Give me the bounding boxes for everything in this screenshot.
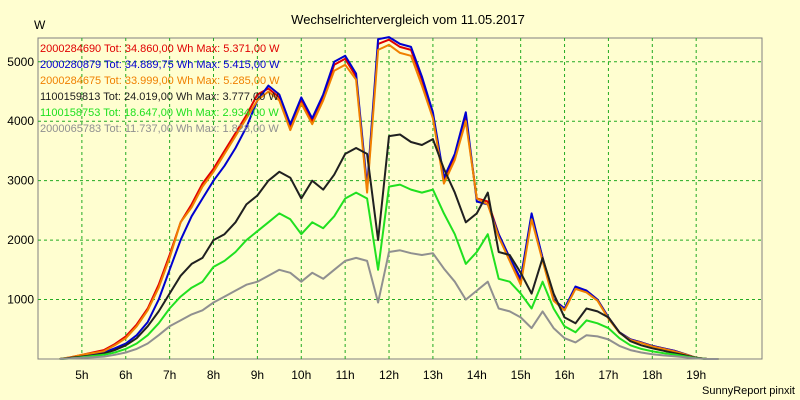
x-tick-label: 8h [207,368,220,382]
plot-border [37,37,763,360]
x-tick-label: 6h [119,368,132,382]
x-axis: 5h 6h 7h 8h 9h 10h 11h 12h 13h 14h 15h 16h 17h 18h 19h [75,368,706,382]
series-line-1100159813 [59,133,719,360]
x-tick-label: 9h [251,368,264,382]
x-tick-label: 16h [555,368,575,382]
x-tick-label: 5h [75,368,88,382]
x-tick-label: 7h [163,368,176,382]
legend: 2000284690 Tot: 34.860,00 Wh Max: 5.371,… [40,43,280,135]
y-tick-label: 5000 [7,55,34,69]
x-tick-label: 19h [686,368,706,382]
y-tick-label: 2000 [7,233,34,247]
chart-title: Wechselrichtervergleich vom 11.05.2017 [291,12,525,27]
y-tick-label: 3000 [7,174,34,188]
x-tick-label: 10h [291,368,311,382]
y-axis-label: W [34,18,46,32]
y-tick-label: 1000 [7,293,34,307]
legend-entry-1100159813: 1100159813 Tot: 24.019,00 Wh Max: 3.777,… [40,91,279,103]
x-tick-label: 17h [598,368,618,382]
legend-entry-2000280879: 2000280879 Tot: 34.889,75 Wh Max: 5.415,… [40,59,280,71]
x-tick-label: 15h [511,368,531,382]
x-tick-label: 11h [336,368,355,382]
x-tick-label: 18h [642,368,662,382]
plot-area [37,37,763,360]
legend-entry-2000284690: 2000284690 Tot: 34.860,00 Wh Max: 5.371,… [40,43,280,55]
legend-entry-1100158753: 1100158753 Tot: 18.647,00 Wh Max: 2.934,… [40,107,279,119]
footer-credit: SunnyReport pinxit [702,385,795,397]
x-tick-label: 12h [379,368,399,382]
y-tick-label: 4000 [7,114,34,128]
x-tick-label: 14h [467,368,487,382]
series-line-2000065783 [59,249,719,360]
x-tick-label: 13h [423,368,443,382]
y-axis: 1000 2000 3000 4000 5000 [7,55,34,307]
series-line-1100158753 [59,183,719,360]
legend-entry-2000284675: 2000284675 Tot: 33.999,00 Wh Max: 5.285,… [40,75,280,87]
legend-entry-2000065783: 2000065783 Tot: 11.737,00 Wh Max: 1.828,… [40,123,279,135]
series-layer [59,36,719,360]
